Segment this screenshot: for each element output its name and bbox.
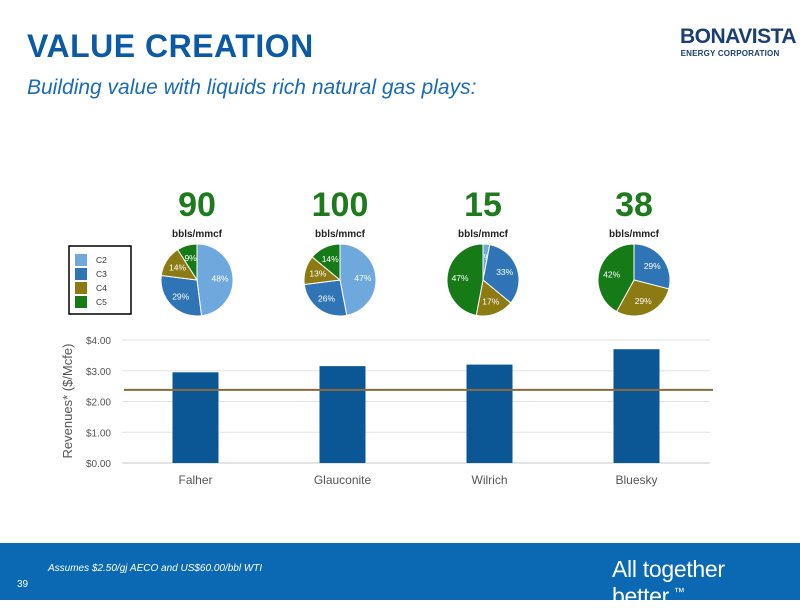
pie-slice-label: 26%	[318, 294, 335, 304]
bar-falher	[172, 372, 219, 463]
pie-slice-label: 9%	[184, 253, 197, 263]
y-tick-label: $1.00	[86, 428, 111, 439]
bar-wilrich	[466, 364, 513, 463]
pie-slice-label: 13%	[309, 269, 326, 279]
logo-wordmark: BONAVISTA	[680, 25, 797, 48]
y-axis-label: Revenues* ($/Mcfe)	[60, 344, 75, 459]
liquids-unit: bbls/mmcf	[609, 229, 660, 240]
revenue-bar-chart: $0.00 $1.00 $2.00 $3.00 $4.00 Revenues* ($/Mc…	[60, 336, 713, 487]
pie-slice-c3	[633, 243, 671, 290]
pie-slice-c5	[311, 243, 341, 282]
liquids-value: 90	[178, 186, 216, 224]
x-tick-label: Bluesky	[615, 473, 657, 487]
bar-bluesky	[613, 349, 660, 463]
pie-slice-label: 47%	[452, 273, 469, 283]
page-number: 39	[17, 579, 29, 590]
liquids-value: 15	[464, 186, 502, 224]
liquids-unit: bbls/mmcf	[315, 229, 366, 240]
pie-slice-c5	[177, 243, 198, 282]
logo-subtitle: ENERGY CORPORATION	[680, 49, 780, 58]
tagline: All together better.™	[612, 556, 800, 610]
y-tick-label: $3.00	[86, 367, 111, 378]
footer-bar: Assumes $2.50/gj AECO and US$60.00/bbl W…	[0, 543, 800, 609]
pie-slice-label: 29%	[644, 261, 661, 271]
y-tick-label: $0.00	[86, 459, 111, 470]
x-tick-label: Falher	[178, 473, 212, 487]
x-tick-label: Wilrich	[472, 473, 508, 487]
pie-slice-label: 14%	[169, 263, 186, 273]
liquids-value: 38	[615, 186, 653, 224]
liquids-value: 100	[312, 186, 369, 224]
pie-slice-c4	[615, 279, 670, 317]
footnote: Assumes $2.50/gj AECO and US$60.00/bbl W…	[48, 563, 263, 574]
pie-slice-label: 14%	[322, 254, 339, 264]
tagline-text: All together better.	[612, 556, 725, 609]
page-title: VALUE CREATION	[27, 28, 314, 64]
liquids-unit: bbls/mmcf	[172, 229, 223, 240]
company-logo: BONAVISTA ENERGY CORPORATION	[680, 25, 797, 59]
pie-slice-c3	[160, 274, 203, 317]
pie-slice-c2	[196, 243, 234, 317]
pie-slice-c5	[597, 243, 635, 313]
pie-slice-label: 33%	[496, 267, 513, 277]
pie-falher: 90 bbls/mmcf 48% 29% 14%9%	[160, 186, 234, 317]
legend: C2 C3 C4 C5	[68, 245, 132, 315]
legend-entry-c2: C2	[96, 255, 107, 265]
pie-glauconite: 100 bbls/mmcf 47% 26% 13% 14%	[303, 186, 377, 317]
pie-slice-c2	[339, 243, 377, 316]
legend-swatch-c3	[75, 268, 87, 280]
pie-slice-label: 3%	[479, 252, 492, 262]
y-tick-label: $4.00	[86, 336, 111, 347]
liquids-unit: bbls/mmcf	[458, 229, 509, 240]
pie-slice-c3	[303, 279, 348, 317]
y-tick-label: $2.00	[86, 398, 111, 409]
legend-entry-c5: C5	[96, 297, 107, 307]
value-creation-chart: 90bbls/mmcf48%29%14%9%100bbls/mmcf47%26%…	[60, 186, 713, 487]
trademark-mark: ™	[673, 586, 685, 599]
pie-slice-label: 42%	[603, 269, 620, 279]
pie-slice-label: 17%	[482, 297, 499, 307]
legend-swatch-c5	[75, 296, 87, 308]
page-subtitle: Building value with liquids rich natural…	[27, 76, 477, 99]
legend-swatch-c4	[75, 282, 87, 294]
legend-entry-c4: C4	[96, 283, 107, 293]
pie-wilrich: 15 bbls/mmcf 3% 33% 17% 47%	[446, 186, 520, 317]
pie-slice-label: 29%	[172, 291, 189, 301]
pie-slice-c5	[446, 243, 484, 316]
pie-slice-label: 47%	[354, 273, 371, 283]
pie-slice-label: 29%	[635, 296, 652, 306]
pie-bluesky: 38 bbls/mmcf 29% 29% 42%	[597, 186, 671, 317]
pie-slice-label: 48%	[211, 274, 228, 284]
legend-swatch-c2	[75, 254, 87, 266]
x-tick-label: Glauconite	[314, 473, 372, 487]
bar-glauconite	[319, 366, 366, 463]
legend-entry-c3: C3	[96, 269, 107, 279]
pie-slice-c3	[482, 244, 520, 304]
